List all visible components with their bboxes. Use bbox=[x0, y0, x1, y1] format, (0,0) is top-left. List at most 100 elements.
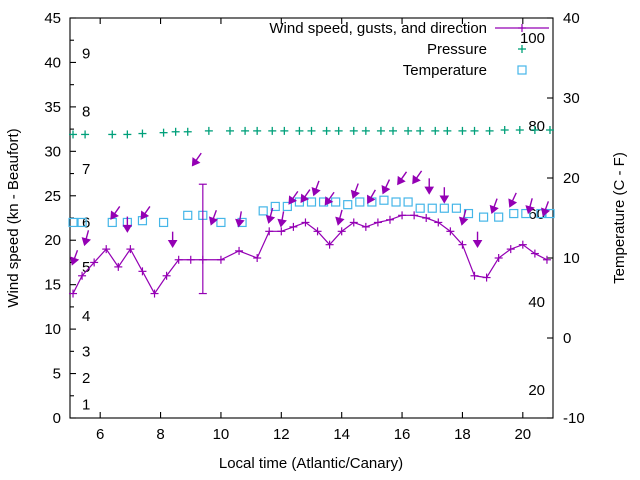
legend-swatch-temperature bbox=[517, 65, 527, 75]
wind-speed-point bbox=[530, 249, 539, 258]
wind-direction-arrow bbox=[367, 189, 376, 205]
pressure-point bbox=[458, 126, 467, 135]
wind-speed-point bbox=[265, 227, 274, 236]
wind-speed-point bbox=[506, 245, 515, 254]
x-tick-label: 10 bbox=[213, 426, 230, 443]
wind-speed-point bbox=[114, 262, 123, 271]
temperature-point bbox=[294, 197, 305, 207]
wind-speed-point bbox=[126, 245, 135, 254]
temperature-point bbox=[415, 203, 425, 213]
y-axis-ticks: 0 5 10 15 20 25 30 35 40 45 bbox=[44, 10, 76, 427]
wind-speed-point bbox=[174, 255, 183, 264]
fahrenheit-label: 40 bbox=[528, 294, 545, 311]
series-wind-speed bbox=[69, 211, 551, 298]
wind-speed-point bbox=[162, 271, 171, 280]
wind-direction-arrow bbox=[311, 180, 321, 197]
y-tick-label: 45 bbox=[44, 10, 61, 27]
wind-direction-arrow bbox=[350, 183, 360, 199]
wind-speed-point bbox=[385, 215, 394, 224]
x-tick-label: 16 bbox=[394, 426, 411, 443]
wind-speed-point bbox=[458, 240, 467, 249]
wind-direction-arrow bbox=[489, 198, 499, 215]
beaufort-label: 3 bbox=[82, 343, 90, 360]
temperature-point bbox=[439, 203, 449, 213]
pressure-point bbox=[322, 126, 331, 135]
x-tick-label: 14 bbox=[333, 426, 350, 443]
temperature-point bbox=[216, 217, 226, 228]
pressure-point bbox=[241, 126, 250, 135]
pressure-point bbox=[545, 126, 554, 134]
wind-direction-arrow bbox=[525, 198, 535, 215]
beaufort-label: 8 bbox=[82, 103, 90, 120]
wind-direction-arrow bbox=[277, 211, 287, 228]
wind-direction-arrow bbox=[508, 192, 518, 208]
wind-speed-point bbox=[446, 227, 455, 236]
y-tick-label: 5 bbox=[53, 366, 61, 383]
wind-speed-point bbox=[198, 255, 207, 264]
x-tick-label: 12 bbox=[273, 426, 290, 443]
pressure-point bbox=[159, 128, 168, 137]
pressure-point bbox=[500, 126, 509, 134]
x-tick-label: 6 bbox=[96, 426, 104, 443]
wind-speed-point bbox=[542, 255, 551, 264]
legend-label-1: Pressure bbox=[427, 41, 487, 58]
chart-legend: Wind speed, gusts, and direction Pressure… bbox=[269, 20, 549, 79]
wind-speed-point bbox=[186, 255, 195, 264]
wind-direction-arrow bbox=[110, 206, 121, 220]
x-tick-label: 8 bbox=[156, 426, 164, 443]
wind-direction-arrow bbox=[324, 191, 335, 206]
pressure-point bbox=[183, 127, 192, 136]
wind-speed-point bbox=[90, 258, 99, 267]
wind-speed-point bbox=[313, 227, 322, 236]
temperature-point bbox=[379, 195, 389, 205]
fahrenheit-label: 100 bbox=[520, 30, 545, 47]
wind-speed-point bbox=[349, 218, 358, 227]
pressure-point bbox=[443, 126, 452, 135]
wind-speed-point bbox=[301, 218, 310, 227]
gust-bar bbox=[198, 183, 207, 295]
x-tick-label: 20 bbox=[514, 426, 531, 443]
wind-direction-arrow bbox=[300, 189, 311, 203]
pressure-point bbox=[470, 126, 479, 135]
wind-direction-arrow bbox=[191, 152, 202, 167]
wind-speed-point bbox=[422, 214, 431, 222]
wind-direction-arrow bbox=[412, 170, 423, 185]
series-pressure bbox=[69, 126, 554, 139]
pressure-point bbox=[123, 130, 132, 139]
wind-speed-point bbox=[78, 271, 87, 280]
wind-speed-point bbox=[470, 271, 479, 280]
pressure-point bbox=[69, 130, 78, 139]
legend-label-2: Temperature bbox=[403, 62, 487, 79]
pressure-point bbox=[376, 126, 385, 135]
temperature-point bbox=[77, 217, 87, 228]
wind-direction-arrow bbox=[541, 201, 551, 217]
wind-direction-arrow bbox=[458, 209, 469, 226]
wind-direction-arrow bbox=[265, 207, 276, 224]
wind-direction-arrow bbox=[381, 179, 391, 195]
wind-speed-point bbox=[398, 211, 407, 220]
pressure-point bbox=[81, 130, 90, 139]
temperature-point bbox=[451, 203, 461, 213]
temperature-point bbox=[391, 197, 401, 207]
y-tick-label: 15 bbox=[44, 277, 61, 294]
y2-tick-label: 0 bbox=[563, 330, 571, 347]
x-axis-ticks: 6 8 10 12 14 16 18 20 bbox=[96, 18, 531, 443]
pressure-point bbox=[515, 126, 524, 134]
temperature-point bbox=[343, 200, 353, 210]
pressure-point bbox=[431, 126, 440, 135]
wind-direction-arrow bbox=[167, 231, 178, 249]
wind-speed-point bbox=[138, 267, 147, 276]
y-axis-title: Wind speed (kn - Beaufort) bbox=[5, 128, 22, 307]
beaufort-label: 7 bbox=[82, 161, 90, 178]
wind-direction-arrow bbox=[424, 178, 435, 195]
y2-tick-label: -10 bbox=[563, 410, 585, 427]
pressure-point bbox=[138, 129, 147, 138]
wind-direction-arrow bbox=[70, 249, 80, 266]
pressure-point bbox=[268, 126, 277, 135]
y-tick-label: 30 bbox=[44, 143, 61, 160]
pressure-point bbox=[280, 126, 289, 135]
y-tick-label: 40 bbox=[44, 54, 61, 71]
temperature-point bbox=[183, 210, 193, 220]
wind-direction-arrow bbox=[439, 187, 450, 204]
temperature-point bbox=[521, 208, 531, 219]
